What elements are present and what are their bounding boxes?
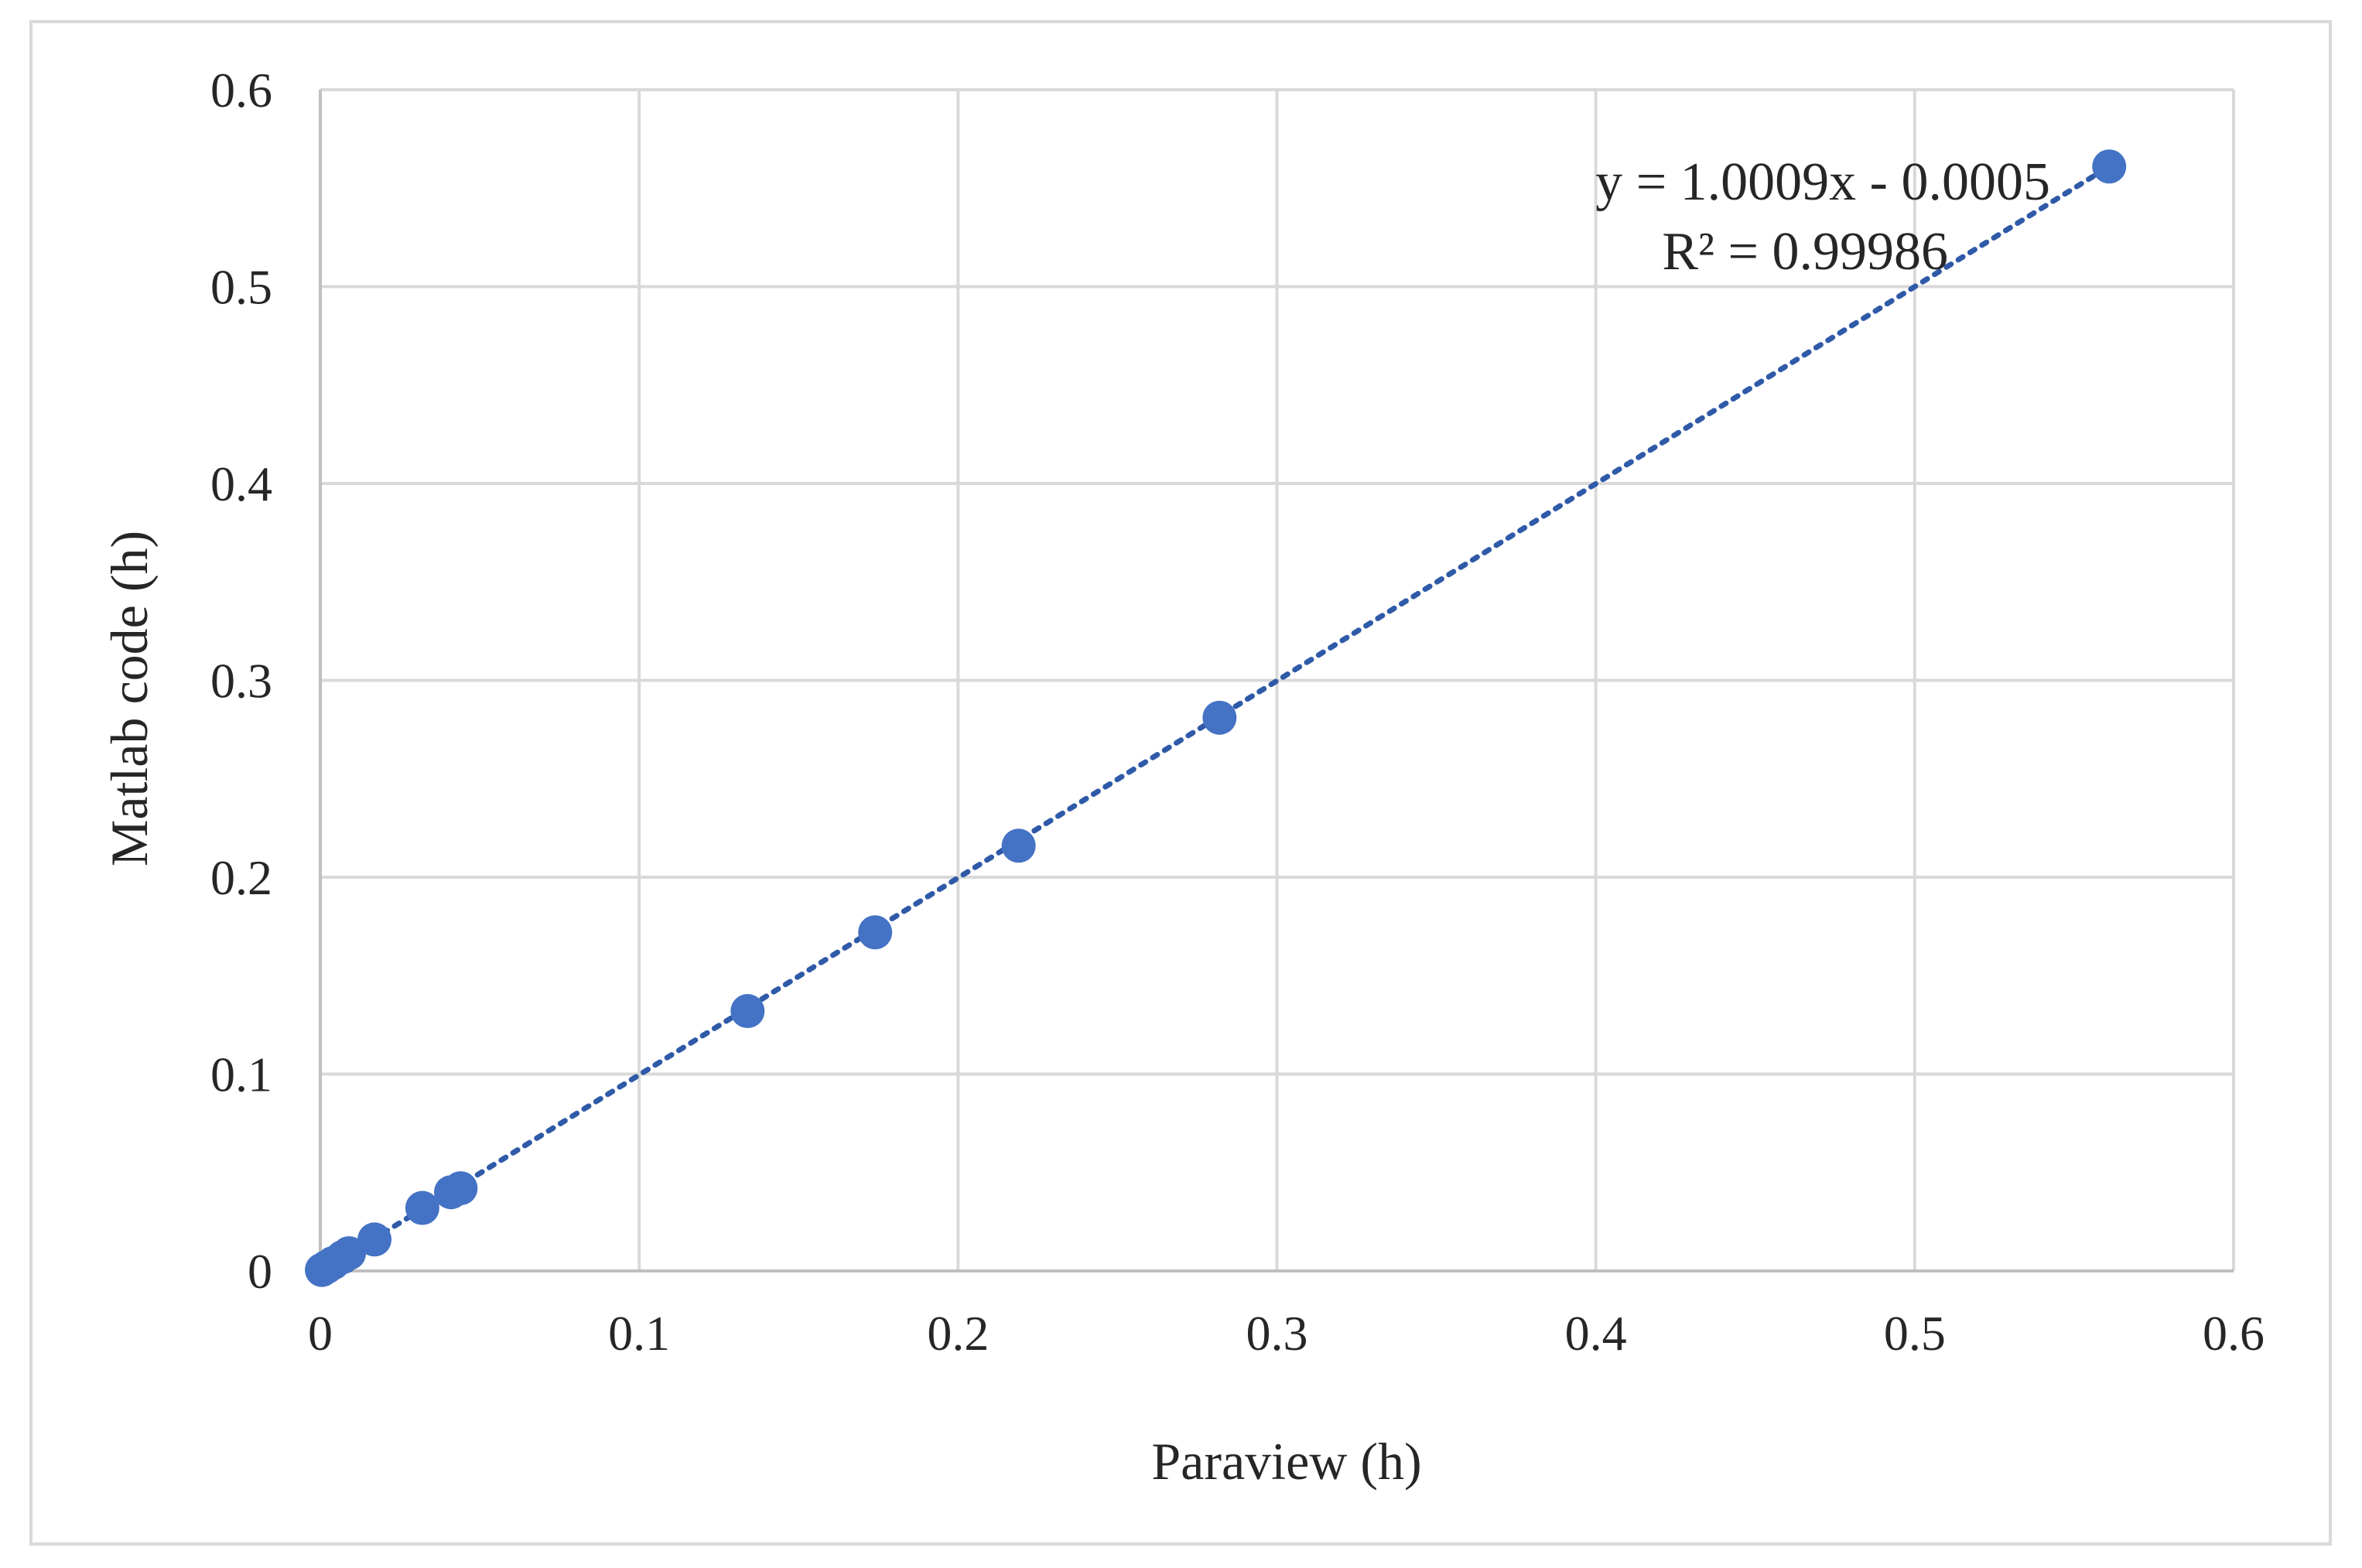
x-tick-label: 0.6 — [2203, 1306, 2265, 1361]
y-tick-label: 0.4 — [210, 456, 272, 511]
x-tick-label: 0.3 — [1246, 1306, 1308, 1361]
x-tick-label: 0.4 — [1565, 1306, 1627, 1361]
axes — [319, 90, 2234, 1273]
trendline-r-squared: R² = 0.99986 — [1662, 222, 1948, 282]
x-tick-label: 0.2 — [927, 1306, 989, 1361]
x-tick-label: 0 — [308, 1306, 333, 1361]
data-point — [332, 1236, 367, 1271]
y-tick-label: 0.2 — [210, 850, 272, 905]
data-point — [1001, 828, 1036, 863]
data-point — [443, 1171, 478, 1206]
data-point — [730, 994, 765, 1029]
y-tick-label: 0.6 — [210, 63, 272, 118]
x-axis-title: Paraview (h) — [1151, 1432, 1421, 1491]
y-tick-label: 0.5 — [210, 260, 272, 315]
trendline-equation: y = 1.0009x - 0.0005 — [1595, 152, 2050, 212]
chart-frame — [29, 20, 2332, 1546]
y-tick-label: 0.3 — [210, 654, 272, 709]
data-point — [1202, 700, 1237, 735]
x-tick-label: 0.1 — [608, 1306, 670, 1361]
tick-labels: 0 0.1 0.2 0.3 0.4 0.5 0.6 0 0.1 0.2 0.3 0.4 0.5 0.6 — [210, 63, 2265, 1361]
data-points — [305, 149, 2127, 1287]
y-tick-label: 0.1 — [210, 1047, 272, 1102]
data-point — [858, 915, 893, 950]
data-point — [357, 1222, 392, 1257]
y-axis-title: Matlab code (h) — [100, 531, 159, 866]
x-tick-label: 0.5 — [1884, 1306, 1946, 1361]
data-point — [405, 1191, 439, 1225]
y-tick-label: 0 — [248, 1244, 272, 1299]
data-point — [2092, 149, 2127, 184]
